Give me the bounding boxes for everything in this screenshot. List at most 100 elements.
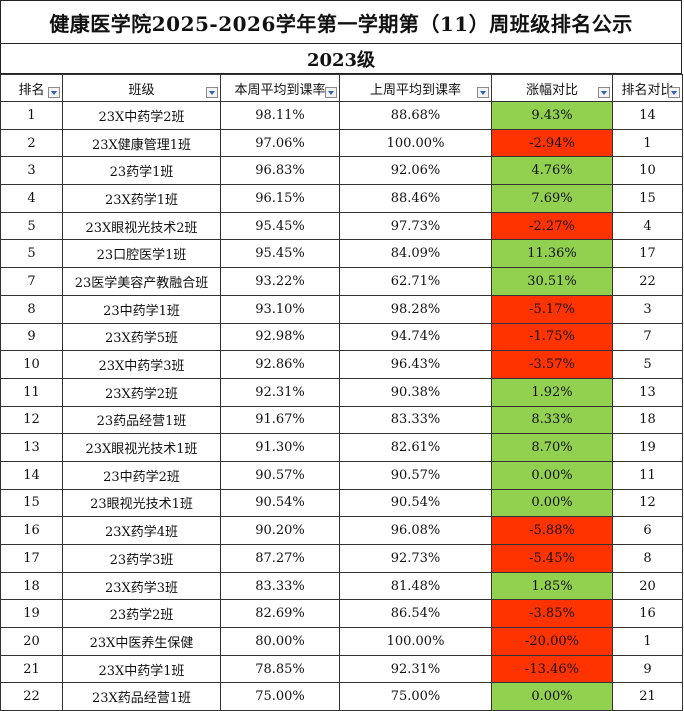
this-week-rate-cell: 98.11% bbox=[220, 101, 340, 130]
rank-compare-cell: 5 bbox=[612, 350, 683, 379]
last-week-rate-cell: 62.71% bbox=[339, 267, 492, 296]
last-week-rate-cell: 81.48% bbox=[339, 571, 492, 601]
rank-compare-cell: 19 bbox=[612, 433, 683, 462]
change-cell: 30.51% bbox=[491, 267, 613, 296]
this-week-rate-cell: 90.20% bbox=[220, 516, 340, 545]
this-week-rate-cell: 92.98% bbox=[220, 322, 340, 352]
filter-dropdown-icon[interactable] bbox=[477, 87, 489, 98]
class-cell: 23X中药学2班 bbox=[62, 101, 221, 130]
rank-compare-cell: 8 bbox=[612, 544, 683, 573]
table-row: 8 23中药学1班 93.10% 98.28% -5.17% 3 bbox=[0, 294, 683, 324]
last-week-rate-cell: 100.00% bbox=[339, 128, 492, 158]
last-week-rate-cell: 82.61% bbox=[339, 433, 492, 462]
change-cell: 9.43% bbox=[491, 101, 613, 130]
class-cell: 23X药学3班 bbox=[62, 571, 221, 601]
table-row: 3 23药学1班 96.83% 92.06% 4.76% 10 bbox=[0, 156, 683, 186]
filter-dropdown-icon[interactable] bbox=[325, 87, 337, 98]
rank-compare-cell: 18 bbox=[612, 405, 683, 435]
rank-compare-cell: 17 bbox=[612, 239, 683, 269]
table-row: 14 23中药学2班 90.57% 90.57% 0.00% 11 bbox=[0, 460, 683, 490]
class-cell: 23口腔医学1班 bbox=[62, 239, 221, 269]
table-row: 16 23X药学4班 90.20% 96.08% -5.88% 6 bbox=[0, 516, 683, 545]
last-week-rate-cell: 86.54% bbox=[339, 599, 492, 629]
class-cell: 23X眼视光技术2班 bbox=[62, 211, 221, 241]
change-cell: -5.45% bbox=[491, 544, 613, 573]
rank-cell: 14 bbox=[0, 460, 63, 490]
rank-compare-cell: 13 bbox=[612, 377, 683, 407]
change-cell: -5.88% bbox=[491, 516, 613, 545]
grade-subtitle: 2023级 bbox=[0, 44, 682, 74]
this-week-rate-cell: 87.27% bbox=[220, 544, 340, 573]
rank-cell: 2 bbox=[0, 128, 63, 158]
rank-cell: 16 bbox=[0, 516, 63, 545]
change-cell: -3.57% bbox=[491, 350, 613, 379]
header-change: 涨幅对比 bbox=[491, 74, 613, 102]
rank-compare-cell: 6 bbox=[612, 516, 683, 545]
rank-cell: 15 bbox=[0, 488, 63, 518]
table-row: 20 23X中医养生保健 80.00% 100.00% -20.00% 1 bbox=[0, 627, 683, 656]
header-class: 班级 bbox=[62, 74, 221, 102]
last-week-rate-cell: 98.28% bbox=[339, 294, 492, 324]
class-cell: 23医学美容产教融合班 bbox=[62, 267, 221, 296]
this-week-rate-cell: 90.57% bbox=[220, 460, 340, 490]
class-cell: 23眼视光技术1班 bbox=[62, 488, 221, 518]
table-row: 9 23X药学5班 92.98% 94.74% -1.75% 7 bbox=[0, 322, 683, 352]
table-row: 22 23X药品经营1班 75.00% 75.00% 0.00% 21 bbox=[0, 682, 683, 711]
rank-cell: 9 bbox=[0, 322, 63, 352]
rank-cell: 7 bbox=[0, 267, 63, 296]
rank-cell: 18 bbox=[0, 571, 63, 601]
class-cell: 23X中药学1班 bbox=[62, 654, 221, 684]
header-this-week: 本周平均到课率 bbox=[220, 74, 340, 102]
last-week-rate-cell: 88.68% bbox=[339, 101, 492, 130]
rank-compare-cell: 1 bbox=[612, 128, 683, 158]
last-week-rate-cell: 90.57% bbox=[339, 460, 492, 490]
header-rank: 排名 bbox=[0, 74, 63, 102]
filter-dropdown-icon[interactable] bbox=[598, 87, 610, 98]
class-cell: 23药学2班 bbox=[62, 599, 221, 629]
filter-dropdown-icon[interactable] bbox=[48, 87, 60, 98]
table-row: 2 23X健康管理1班 97.06% 100.00% -2.94% 1 bbox=[0, 128, 683, 158]
table-row: 4 23X药学1班 96.15% 88.46% 7.69% 15 bbox=[0, 184, 683, 213]
rank-compare-cell: 15 bbox=[612, 184, 683, 213]
change-cell: -20.00% bbox=[491, 627, 613, 656]
rank-compare-cell: 4 bbox=[612, 211, 683, 241]
this-week-rate-cell: 97.06% bbox=[220, 128, 340, 158]
this-week-rate-cell: 80.00% bbox=[220, 627, 340, 656]
last-week-rate-cell: 92.06% bbox=[339, 156, 492, 186]
rank-cell: 21 bbox=[0, 654, 63, 684]
class-cell: 23X中药学3班 bbox=[62, 350, 221, 379]
table-row: 1 23X中药学2班 98.11% 88.68% 9.43% 14 bbox=[0, 101, 683, 130]
rank-cell: 10 bbox=[0, 350, 63, 379]
last-week-rate-cell: 84.09% bbox=[339, 239, 492, 269]
rank-cell: 12 bbox=[0, 405, 63, 435]
this-week-rate-cell: 91.30% bbox=[220, 433, 340, 462]
rank-compare-cell: 20 bbox=[612, 571, 683, 601]
rank-compare-cell: 16 bbox=[612, 599, 683, 629]
change-cell: 1.92% bbox=[491, 377, 613, 407]
last-week-rate-cell: 96.08% bbox=[339, 516, 492, 545]
last-week-rate-cell: 92.73% bbox=[339, 544, 492, 573]
last-week-rate-cell: 90.38% bbox=[339, 377, 492, 407]
class-cell: 23X药学2班 bbox=[62, 377, 221, 407]
change-cell: -5.17% bbox=[491, 294, 613, 324]
table-row: 19 23药学2班 82.69% 86.54% -3.85% 16 bbox=[0, 599, 683, 629]
header-last-week: 上周平均到课率 bbox=[339, 74, 492, 102]
rank-compare-cell: 7 bbox=[612, 322, 683, 352]
header-row: 排名 班级 本周平均到课率 上周平均到课率 涨幅对比 排名对比 bbox=[0, 74, 683, 102]
change-cell: 8.70% bbox=[491, 433, 613, 462]
class-cell: 23X眼视光技术1班 bbox=[62, 433, 221, 462]
rank-compare-cell: 9 bbox=[612, 654, 683, 684]
change-cell: 7.69% bbox=[491, 184, 613, 213]
rank-cell: 5 bbox=[0, 239, 63, 269]
this-week-rate-cell: 75.00% bbox=[220, 682, 340, 711]
this-week-rate-cell: 91.67% bbox=[220, 405, 340, 435]
change-cell: 1.85% bbox=[491, 571, 613, 601]
class-cell: 23X健康管理1班 bbox=[62, 128, 221, 158]
last-week-rate-cell: 83.33% bbox=[339, 405, 492, 435]
change-cell: -3.85% bbox=[491, 599, 613, 629]
filter-dropdown-icon[interactable] bbox=[668, 87, 680, 98]
table-row: 15 23眼视光技术1班 90.54% 90.54% 0.00% 12 bbox=[0, 488, 683, 518]
filter-dropdown-icon[interactable] bbox=[206, 87, 218, 98]
last-week-rate-cell: 100.00% bbox=[339, 627, 492, 656]
ranking-table: 排名 班级 本周平均到课率 上周平均到课率 涨幅对比 排名对比 1 23X中药学2… bbox=[0, 74, 683, 711]
